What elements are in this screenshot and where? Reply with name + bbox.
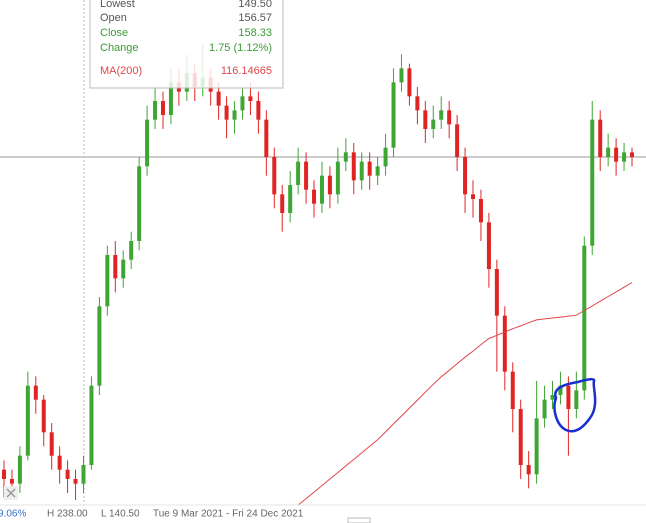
candle-body: [431, 119, 436, 129]
candle-body: [343, 152, 348, 162]
candle-body: [41, 399, 46, 433]
footer-low: L 140.50: [101, 509, 140, 520]
candle-body: [630, 152, 634, 157]
candle-body: [240, 96, 245, 111]
candle-body: [383, 147, 388, 167]
candle-body: [97, 306, 102, 386]
candle-body: [145, 119, 150, 167]
candle-body: [33, 385, 38, 400]
candle-body: [614, 147, 619, 162]
tooltip-label: Change: [100, 42, 139, 54]
hand-drawn-circle: [553, 377, 597, 433]
tooltip-label: Close: [100, 27, 128, 39]
candle-body: [439, 110, 444, 120]
candle-body: [558, 385, 563, 395]
candle-body: [391, 82, 396, 148]
candle-body: [81, 465, 86, 484]
candle-body: [319, 175, 324, 204]
candle-body: [510, 371, 515, 409]
candle-body: [224, 105, 229, 120]
candle-body: [232, 110, 237, 120]
tooltip-label: Open: [100, 12, 127, 24]
candle-body: [463, 157, 468, 195]
candle-body: [9, 479, 14, 484]
candle-body: [17, 455, 22, 484]
candle-body: [335, 161, 340, 195]
tooltip-box: [89, 0, 284, 89]
candle-body: [168, 82, 173, 115]
candle-body: [455, 124, 460, 157]
candle-body: [359, 161, 364, 181]
candle-body: [542, 399, 547, 419]
candle-body: [447, 110, 452, 125]
candle-body: [566, 385, 571, 409]
candle-body: [606, 147, 611, 157]
candle-body: [73, 479, 78, 484]
tooltip-value: 156.57: [238, 12, 272, 24]
candle-body: [494, 269, 499, 316]
tooltip-value: 1.75 (1.12%): [209, 42, 272, 54]
footer-high: H 238.00: [47, 509, 88, 520]
candle-body: [367, 161, 372, 176]
tooltip-value: 116.14665: [221, 65, 272, 77]
tooltip: Lowest 149.50 Open 156.57 Close 158.33 C…: [89, 0, 284, 89]
tooltip-value: 149.50: [238, 0, 272, 10]
candle-body: [113, 255, 118, 279]
candle-body: [216, 91, 221, 106]
tooltip-label: MA(200): [100, 65, 142, 77]
candle-body: [486, 222, 491, 269]
candle-body: [153, 101, 158, 120]
candle-body: [121, 259, 126, 279]
candle-body: [248, 96, 253, 101]
candle-body: [160, 101, 165, 115]
candle-body: [415, 96, 420, 111]
candle-body: [272, 157, 277, 195]
candle-body: [478, 199, 483, 223]
ma-line: [297, 282, 633, 505]
candle-body: [264, 119, 269, 157]
candle-body: [582, 245, 587, 391]
footer: 9.06% H 238.00 L 140.50 Tue 9 Mar 2021 -…: [0, 486, 646, 523]
candle-body: [137, 166, 142, 241]
plot-area: [2, 45, 634, 505]
close-icon[interactable]: [4, 486, 18, 500]
candle-body: [327, 175, 332, 195]
footer-range: Tue 9 Mar 2021 - Fri 24 Dec 2021: [153, 509, 304, 520]
candle-body: [65, 469, 70, 479]
candle-body: [288, 185, 293, 213]
candle-body: [518, 409, 523, 465]
close-icon-x: [6, 488, 16, 498]
candle-body: [105, 255, 110, 307]
candle-body: [526, 465, 531, 475]
candle-body: [574, 390, 579, 409]
candle-body: [351, 152, 356, 181]
candle-body: [129, 241, 134, 260]
candle-body: [2, 469, 6, 479]
candle-body: [598, 119, 603, 157]
candle-body: [89, 385, 94, 465]
candle-body: [304, 161, 309, 190]
candle-body: [312, 189, 317, 204]
tooltip-value: 158.33: [238, 27, 272, 39]
scroll-handle[interactable]: [347, 517, 371, 523]
candle-body: [407, 68, 412, 97]
candle-body: [622, 152, 627, 162]
tooltip-label: Lowest: [100, 0, 135, 10]
candle-body: [550, 395, 555, 400]
candle-body: [296, 161, 301, 185]
candle-body: [57, 455, 62, 470]
candle-body: [534, 418, 539, 475]
candle-body: [49, 432, 54, 456]
candle-body: [280, 194, 285, 213]
candle-body: [375, 166, 380, 176]
candle-body: [471, 194, 476, 199]
candle-body: [256, 101, 261, 120]
footer-change: 9.06%: [0, 509, 26, 520]
candle-body: [399, 68, 404, 83]
candle-body: [25, 385, 30, 456]
candle-body: [590, 119, 595, 246]
candle-body: [502, 315, 507, 372]
candle-body: [423, 110, 428, 129]
